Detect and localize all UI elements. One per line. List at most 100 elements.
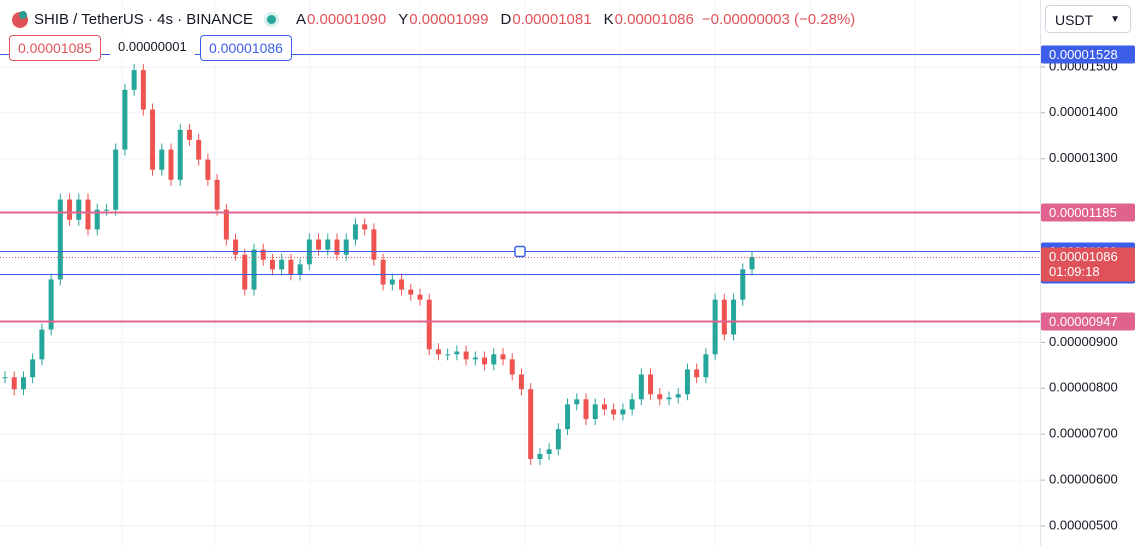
candle bbox=[242, 254, 248, 290]
currency: USDT bbox=[1055, 12, 1094, 28]
candle bbox=[352, 224, 358, 240]
candle bbox=[417, 294, 423, 300]
change: −0.00000003 (−0.28%) bbox=[701, 10, 856, 28]
line-handle[interactable] bbox=[514, 245, 526, 258]
price-line-label-bg bbox=[1041, 312, 1135, 331]
candle bbox=[30, 359, 36, 378]
candle bbox=[638, 374, 644, 400]
candle bbox=[150, 109, 156, 170]
candle bbox=[454, 351, 460, 355]
candle bbox=[399, 279, 405, 290]
candle bbox=[463, 351, 469, 360]
last-price-label: 0.00001086 bbox=[1049, 249, 1118, 264]
candle bbox=[122, 89, 128, 150]
candle bbox=[500, 354, 506, 360]
candle bbox=[371, 229, 377, 260]
candle bbox=[675, 394, 681, 398]
candle bbox=[113, 149, 119, 210]
candle bbox=[196, 139, 202, 160]
candle bbox=[94, 209, 100, 230]
candle bbox=[325, 239, 331, 250]
sell-button[interactable]: 0.00001085 bbox=[9, 35, 101, 61]
candle bbox=[666, 397, 672, 400]
candle bbox=[159, 149, 165, 170]
candle bbox=[20, 377, 26, 390]
y-tick-label: 0.00000800 bbox=[1049, 380, 1118, 395]
buy-button[interactable]: 0.00001086 bbox=[200, 35, 292, 61]
symbol-icon bbox=[12, 11, 28, 28]
candle bbox=[712, 299, 718, 355]
candle bbox=[168, 149, 174, 180]
candle bbox=[140, 70, 146, 110]
candle bbox=[11, 377, 17, 390]
candle bbox=[2, 377, 8, 379]
candle bbox=[592, 404, 598, 420]
candle bbox=[343, 239, 349, 255]
candle bbox=[629, 399, 635, 410]
y-tick-label: 0.00000900 bbox=[1049, 334, 1118, 349]
candle bbox=[565, 404, 571, 430]
candle bbox=[537, 453, 543, 459]
candle bbox=[583, 399, 589, 420]
candle bbox=[269, 259, 275, 270]
y-tick-label: 0.00000500 bbox=[1049, 517, 1118, 532]
candle bbox=[186, 129, 192, 140]
candle bbox=[546, 449, 552, 454]
candle bbox=[214, 179, 220, 210]
candle bbox=[297, 264, 303, 275]
candle bbox=[555, 429, 561, 450]
candle bbox=[316, 239, 322, 250]
dropdown-arrow: ▼ bbox=[1110, 14, 1120, 25]
candle bbox=[721, 299, 727, 335]
price-line-label: 0.00000947 bbox=[1049, 314, 1118, 329]
ohlc-value: 0.00001090 bbox=[306, 10, 387, 28]
candle bbox=[426, 299, 432, 350]
candle bbox=[657, 394, 663, 400]
candle bbox=[611, 409, 617, 415]
candle bbox=[251, 249, 257, 290]
candle bbox=[491, 354, 497, 365]
candle bbox=[223, 209, 229, 240]
price-line-label-bg bbox=[1041, 203, 1135, 222]
candle bbox=[260, 249, 266, 260]
candle bbox=[731, 299, 737, 335]
candle bbox=[131, 70, 137, 90]
candle bbox=[57, 199, 63, 280]
status-dot bbox=[266, 14, 276, 24]
ohlc-value: 0.00001086 bbox=[614, 10, 694, 28]
candle bbox=[694, 369, 700, 378]
candle bbox=[620, 409, 626, 415]
ohlc-key: Y bbox=[398, 10, 409, 28]
candle bbox=[740, 269, 746, 300]
candle bbox=[574, 399, 580, 405]
y-tick-label: 0.00001300 bbox=[1049, 150, 1118, 165]
vertical-grid bbox=[121, 0, 1021, 546]
price-line-label: 0.00001185 bbox=[1049, 205, 1117, 220]
candle bbox=[749, 256, 755, 270]
candle bbox=[601, 404, 607, 410]
candle bbox=[472, 357, 478, 360]
y-tick-label: 0.00001400 bbox=[1049, 104, 1118, 119]
ohlc: A0.00001090 Y0.00001099 D0.00001081 K0.0000… bbox=[296, 11, 694, 28]
candle bbox=[288, 259, 294, 275]
ohlc-value: 0.00001099 bbox=[409, 10, 489, 28]
candle bbox=[482, 357, 488, 365]
last-price-bg bbox=[1041, 247, 1135, 282]
candle bbox=[362, 224, 368, 230]
price-line-label: 0.00001528 bbox=[1049, 47, 1118, 62]
candle bbox=[435, 349, 441, 355]
symbol[interactable]: SHIB / TetherUS · 4s · BINANCE bbox=[34, 10, 253, 28]
candle bbox=[233, 239, 239, 255]
candle bbox=[85, 199, 91, 230]
candle bbox=[48, 279, 54, 330]
candle bbox=[509, 359, 515, 375]
candle bbox=[389, 279, 395, 285]
y-tick-label: 0.00000700 bbox=[1049, 426, 1118, 441]
currency-select[interactable]: USDT ▼ bbox=[1045, 5, 1131, 33]
candle bbox=[380, 259, 386, 285]
spread: 0.00000001 bbox=[110, 35, 195, 59]
candle bbox=[279, 259, 285, 270]
candle bbox=[528, 389, 534, 459]
